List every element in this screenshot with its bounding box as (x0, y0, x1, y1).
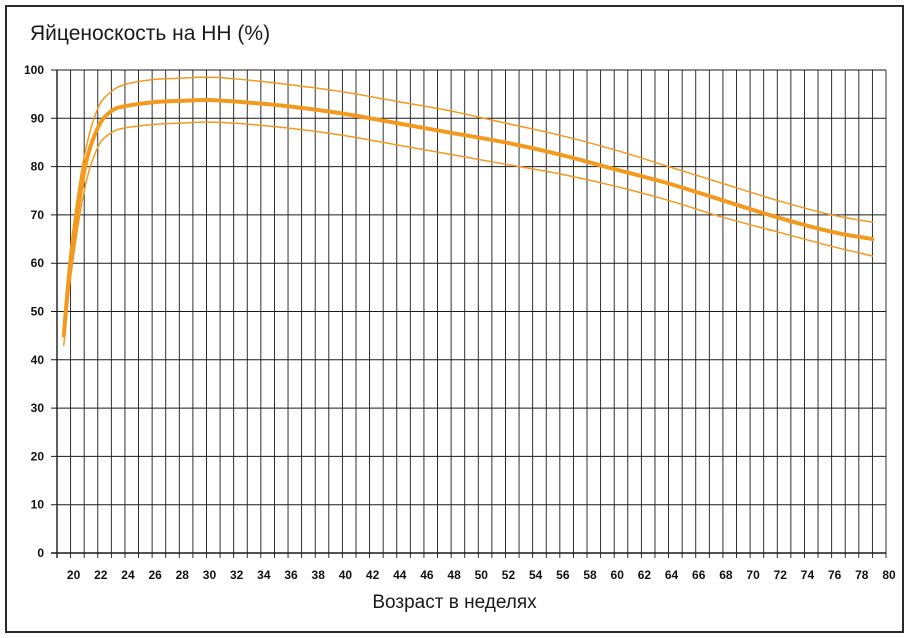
y-tick-label: 20 (31, 449, 45, 463)
x-tick-label: 60 (611, 568, 625, 582)
x-axis-label: Возраст в неделях (372, 592, 537, 613)
x-tick-label: 30 (203, 568, 217, 582)
x-tick-label: 42 (366, 568, 380, 582)
x-tick-label: 32 (230, 568, 244, 582)
x-tick-label: 52 (502, 568, 516, 582)
y-tick-label: 70 (31, 208, 45, 222)
x-tick-label: 24 (121, 568, 135, 582)
chart-frame (5, 5, 904, 633)
y-tick-label: 80 (31, 160, 45, 174)
x-tick-label: 66 (692, 568, 706, 582)
x-tick-label: 38 (312, 568, 326, 582)
series-line-lower (63, 121, 874, 347)
series (61, 76, 875, 347)
x-tick-label: 44 (393, 568, 407, 582)
series-line-main (61, 97, 875, 338)
x-tick-label: 40 (339, 568, 353, 582)
x-tick-label: 20 (67, 568, 81, 582)
x-tick-label: 74 (801, 568, 815, 582)
x-tick-label: 78 (855, 568, 869, 582)
x-tick-label: 80 (882, 568, 896, 582)
x-tick-label: 46 (420, 568, 434, 582)
x-tick-label: 50 (475, 568, 489, 582)
x-tick-label: 56 (556, 568, 570, 582)
x-tick-label: 58 (583, 568, 597, 582)
y-tick-label: 40 (31, 353, 45, 367)
x-tick-label: 26 (148, 568, 162, 582)
x-tick-label: 48 (447, 568, 461, 582)
x-tick-label: 36 (284, 568, 298, 582)
x-tick-label: 62 (638, 568, 652, 582)
y-tick-label: 10 (31, 498, 45, 512)
series-line-upper (63, 76, 874, 322)
y-tick-label: 0 (37, 546, 44, 560)
tick-labels: 0 10 20 30 40 50 60 70 80 90 100 20 22 24 26 28 30 32 34 36… (24, 63, 896, 582)
x-tick-label: 22 (94, 568, 108, 582)
y-tick-label: 50 (31, 305, 45, 319)
grid (51, 69, 887, 558)
x-tick-label: 28 (176, 568, 190, 582)
x-tick-label: 70 (746, 568, 760, 582)
x-tick-label: 68 (719, 568, 733, 582)
x-tick-label: 72 (774, 568, 788, 582)
x-tick-label: 54 (529, 568, 543, 582)
y-tick-label: 30 (31, 401, 45, 415)
y-tick-label: 60 (31, 256, 45, 270)
x-tick-label: 64 (665, 568, 679, 582)
x-tick-label: 34 (257, 568, 271, 582)
chart-title: Яйценоскость на НН (%) (30, 22, 271, 45)
y-tick-label: 100 (24, 63, 44, 77)
y-tick-label: 90 (31, 111, 45, 125)
x-tick-label: 76 (828, 568, 842, 582)
